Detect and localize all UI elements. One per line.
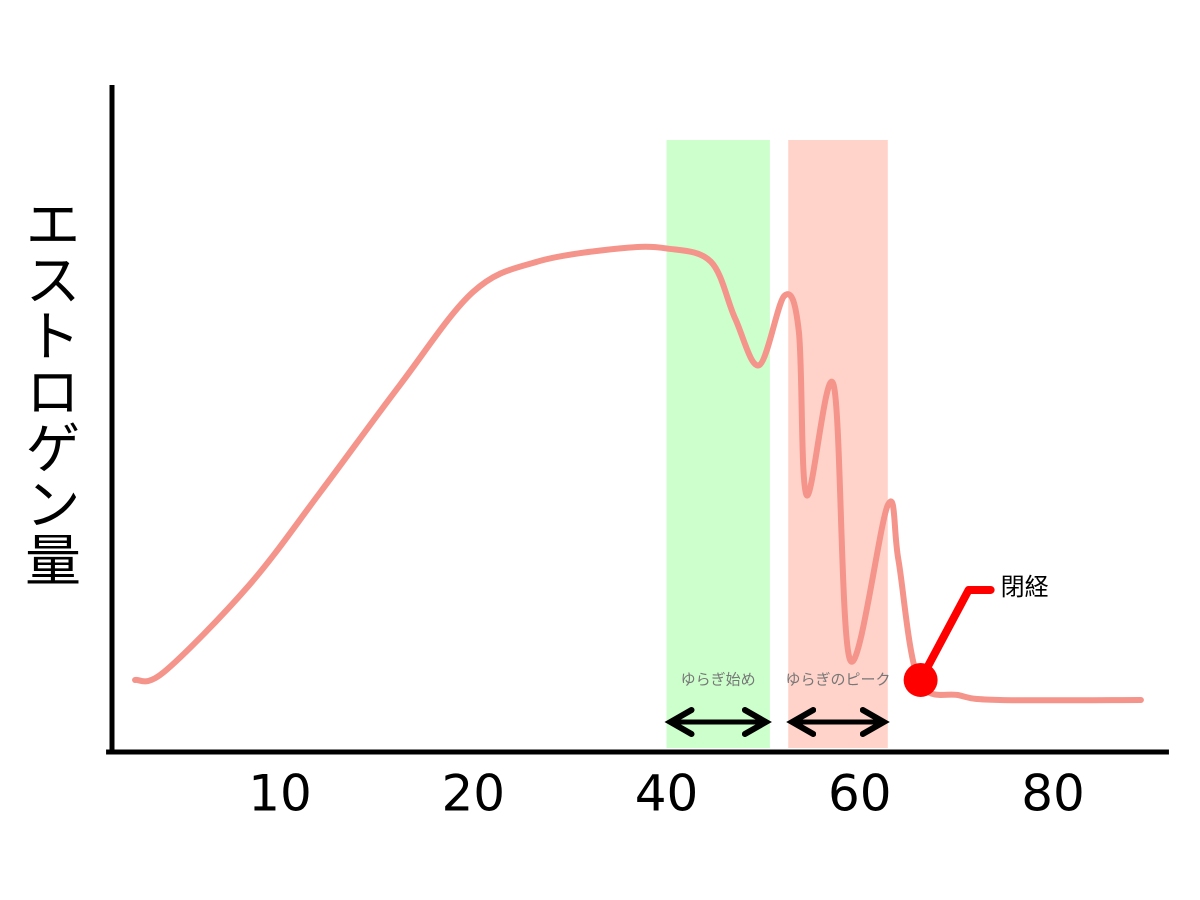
x-tick-label: 20 [441,765,505,823]
y-axis-label: エストロゲン量 [16,195,81,587]
annotation-leader [916,585,995,684]
x-tick-label: 80 [1021,765,1085,823]
estrogen-line [132,243,1144,704]
x-tick-label: 60 [828,765,892,823]
band-label: ゆらぎのピーク [786,671,891,689]
menopause-point [903,662,938,697]
x-tick-label: 10 [248,765,312,823]
band [666,140,770,748]
annotation-label: 閉経 [1001,573,1049,601]
band-label: ゆらぎ始め [681,671,756,689]
x-tick-label: 40 [635,765,699,823]
